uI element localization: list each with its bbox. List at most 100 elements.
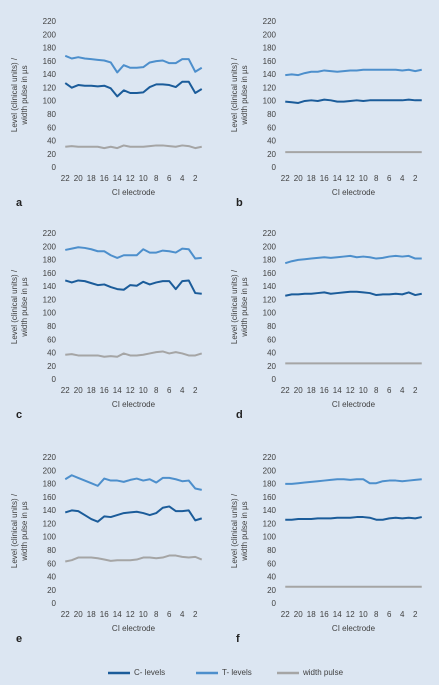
x-tick-label: 16	[320, 386, 329, 395]
x-tick-label: 10	[139, 386, 148, 395]
series-line	[285, 98, 422, 104]
x-tick-label: 2	[193, 174, 198, 183]
x-axis-label: CI electrode	[332, 400, 376, 409]
y-tick-label: 20	[267, 586, 276, 595]
x-tick-label: 14	[113, 174, 122, 183]
y-tick-label: 140	[43, 506, 57, 515]
y-tick-label: 80	[267, 110, 276, 119]
legend-label: width pulse	[302, 668, 344, 677]
y-tick-label: 200	[43, 242, 57, 251]
y-tick-label: 60	[47, 335, 56, 344]
series-line	[64, 54, 203, 74]
panel-label: a	[16, 197, 23, 209]
x-tick-label: 2	[193, 610, 198, 619]
series-line	[285, 478, 422, 485]
x-tick-label: 16	[320, 174, 329, 183]
x-tick-label: 22	[61, 386, 70, 395]
x-tick-label: 10	[139, 610, 148, 619]
x-axis-label: CI electrode	[112, 188, 156, 197]
legend-label: T- levels	[222, 668, 252, 677]
y-tick-label: 20	[47, 362, 56, 371]
x-tick-label: 16	[100, 386, 109, 395]
x-tick-label: 8	[374, 386, 379, 395]
x-tick-label: 6	[167, 174, 172, 183]
x-tick-label: 2	[413, 174, 418, 183]
x-tick-label: 2	[193, 386, 198, 395]
y-axis-label-line: width pulse in µs	[240, 501, 249, 561]
y-axis-label-line: Level (clinical units) /	[230, 57, 239, 132]
y-tick-label: 200	[43, 30, 57, 39]
x-tick-label: 12	[126, 610, 135, 619]
x-tick-label: 14	[333, 174, 342, 183]
x-tick-label: 20	[294, 386, 303, 395]
x-tick-label: 4	[400, 610, 405, 619]
y-tick-label: 220	[43, 229, 57, 238]
y-tick-label: 80	[47, 546, 56, 555]
series-line	[64, 80, 203, 98]
y-tick-label: 200	[263, 30, 277, 39]
series-line	[64, 505, 203, 523]
y-axis-label: Level (clinical units) /width pulse in µ…	[10, 493, 29, 568]
x-tick-label: 6	[387, 174, 392, 183]
panel-label: e	[16, 633, 22, 645]
y-axis-label-line: Level (clinical units) /	[230, 269, 239, 344]
y-tick-label: 40	[47, 137, 56, 146]
y-tick-label: 200	[43, 466, 57, 475]
x-tick-label: 12	[126, 386, 135, 395]
x-tick-label: 22	[281, 386, 290, 395]
x-tick-label: 18	[307, 386, 316, 395]
y-tick-label: 220	[263, 17, 277, 26]
y-tick-label: 40	[47, 349, 56, 358]
series-line	[65, 246, 202, 260]
x-tick-label: 12	[126, 174, 135, 183]
x-tick-label: 22	[61, 174, 70, 183]
x-tick-label: 18	[87, 610, 96, 619]
x-tick-label: 14	[113, 610, 122, 619]
y-tick-label: 20	[267, 362, 276, 371]
series-line	[64, 279, 202, 295]
y-tick-label: 120	[263, 295, 277, 304]
y-tick-label: 60	[47, 559, 56, 568]
series-line	[285, 516, 422, 521]
x-tick-label: 20	[294, 610, 303, 619]
x-tick-label: 16	[100, 174, 109, 183]
y-axis-label-line: width pulse in µs	[240, 65, 249, 125]
y-axis-label-line: width pulse in µs	[20, 65, 29, 125]
panel-label: c	[16, 409, 22, 421]
y-tick-label: 0	[52, 375, 57, 384]
y-tick-label: 0	[52, 163, 57, 172]
y-axis-label-line: width pulse in µs	[20, 277, 29, 337]
x-tick-label: 4	[180, 386, 185, 395]
y-tick-label: 140	[43, 70, 57, 79]
y-tick-label: 120	[263, 83, 277, 92]
x-tick-label: 20	[74, 174, 83, 183]
y-tick-label: 220	[263, 453, 277, 462]
legend-label: C- levels	[134, 668, 165, 677]
x-tick-label: 8	[154, 174, 159, 183]
y-axis-label-line: Level (clinical units) /	[10, 57, 19, 132]
series-line	[285, 290, 422, 297]
y-tick-label: 220	[43, 17, 57, 26]
y-tick-label: 0	[272, 375, 277, 384]
x-tick-label: 8	[154, 386, 159, 395]
x-tick-label: 14	[113, 386, 122, 395]
x-tick-label: 6	[167, 610, 172, 619]
x-tick-label: 4	[400, 386, 405, 395]
x-tick-label: 8	[374, 174, 379, 183]
y-tick-label: 100	[263, 309, 277, 318]
y-axis-label: Level (clinical units) /width pulse in µ…	[230, 269, 249, 344]
y-tick-label: 160	[263, 269, 277, 278]
y-tick-label: 40	[267, 573, 276, 582]
x-tick-label: 4	[180, 174, 185, 183]
y-tick-label: 200	[263, 466, 277, 475]
x-tick-label: 6	[167, 386, 172, 395]
y-tick-label: 40	[47, 573, 56, 582]
x-tick-label: 8	[154, 610, 159, 619]
y-tick-label: 60	[267, 335, 276, 344]
x-tick-label: 8	[374, 610, 379, 619]
y-tick-label: 60	[267, 123, 276, 132]
y-tick-label: 180	[263, 44, 277, 53]
series-line	[284, 254, 422, 265]
panel-label: b	[236, 197, 243, 209]
